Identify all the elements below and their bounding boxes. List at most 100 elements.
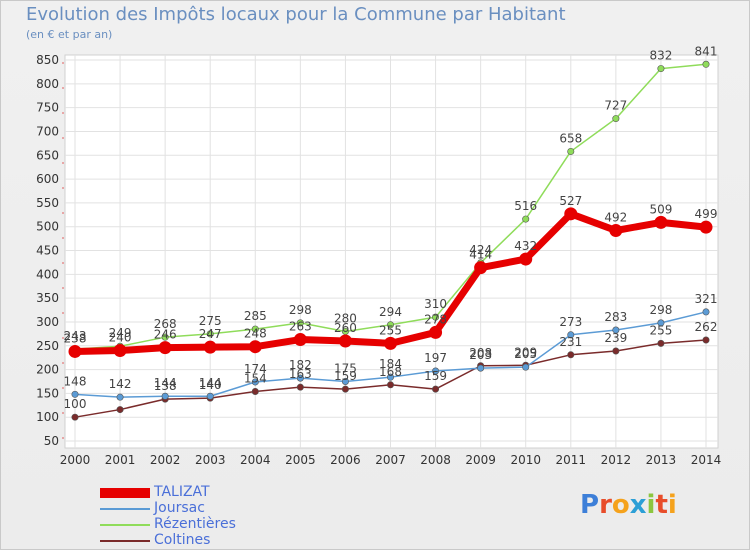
- data-label: 239: [604, 331, 627, 345]
- data-point: [522, 363, 530, 371]
- legend-swatch: [100, 524, 150, 526]
- x-tick-label: 2007: [375, 453, 406, 467]
- legend-item: Rézentières: [100, 516, 300, 532]
- data-point: [251, 325, 259, 333]
- data-point: [567, 331, 575, 339]
- x-tick-label: 2011: [556, 453, 587, 467]
- data-label: 144: [199, 376, 222, 390]
- data-label: 424: [469, 243, 492, 257]
- data-label: 159: [334, 369, 357, 383]
- data-point: [251, 387, 259, 395]
- y-tick-label: 450: [36, 244, 59, 258]
- y-tick-label: 200: [36, 363, 59, 377]
- data-label: 727: [604, 99, 627, 113]
- data-label: 298: [289, 303, 312, 317]
- data-point: [116, 393, 124, 401]
- data-point: [296, 319, 304, 327]
- data-point: [296, 383, 304, 391]
- data-label: 298: [649, 303, 672, 317]
- data-point: [251, 378, 259, 386]
- data-point: [519, 252, 533, 266]
- data-point: [203, 340, 217, 354]
- data-label: 273: [559, 315, 582, 329]
- legend-label: Joursac: [154, 500, 205, 516]
- x-tick-label: 2005: [285, 453, 316, 467]
- x-tick-label: 2014: [691, 453, 722, 467]
- data-label: 255: [649, 323, 672, 337]
- data-label: 174: [244, 362, 267, 376]
- data-point: [702, 308, 710, 316]
- logo-letter: r: [599, 490, 612, 520]
- data-point: [341, 385, 349, 393]
- data-point: [699, 220, 713, 234]
- y-tick-label: 500: [36, 220, 59, 234]
- logo-letter: i: [646, 490, 656, 520]
- y-tick-label: 400: [36, 267, 59, 281]
- data-point: [477, 364, 485, 372]
- data-label: 154: [244, 371, 267, 385]
- data-label: 414: [469, 248, 492, 262]
- data-label: 509: [649, 202, 672, 216]
- chart-title: Evolution des Impôts locaux pour la Comm…: [26, 4, 566, 25]
- y-tick-label: 550: [36, 196, 59, 210]
- y-tick-label: 100: [36, 410, 59, 424]
- data-label: 294: [379, 305, 402, 319]
- data-point: [161, 392, 169, 400]
- data-point: [567, 147, 575, 155]
- data-point: [116, 406, 124, 414]
- y-tick-label: 650: [36, 148, 59, 162]
- data-point: [702, 60, 710, 68]
- legend-item: Coltines: [100, 532, 300, 548]
- legend-label: Rézentières: [154, 516, 236, 532]
- proxiti-logo: Proxiti: [580, 490, 677, 520]
- logo-letter: P: [580, 490, 600, 520]
- data-point: [206, 330, 214, 338]
- legend-item: Joursac: [100, 500, 300, 516]
- data-label: 205: [514, 347, 537, 361]
- y-tick-label: 250: [36, 339, 59, 353]
- data-label: 203: [469, 348, 492, 362]
- data-point: [71, 413, 79, 421]
- data-label: 280: [334, 311, 357, 325]
- data-label: 263: [289, 320, 312, 334]
- y-tick-label: 300: [36, 315, 59, 329]
- data-label: 247: [199, 327, 222, 341]
- data-label: 184: [379, 357, 402, 371]
- data-label: 310: [424, 297, 447, 311]
- data-point: [341, 377, 349, 385]
- data-label: 144: [154, 376, 177, 390]
- data-point: [657, 339, 665, 347]
- data-label: 275: [199, 314, 222, 328]
- data-point: [657, 65, 665, 73]
- data-point: [158, 341, 172, 355]
- data-point: [429, 325, 443, 339]
- data-point: [567, 351, 575, 359]
- data-point: [384, 336, 397, 350]
- data-label: 209: [514, 345, 537, 359]
- data-point: [386, 373, 394, 381]
- x-tick-label: 2000: [60, 453, 91, 467]
- data-label: 499: [695, 207, 718, 221]
- data-point: [702, 336, 710, 344]
- x-tick-label: 2006: [330, 453, 361, 467]
- chart-subtitle: (en € et par an): [26, 28, 113, 41]
- data-label: 658: [559, 131, 582, 145]
- logo-letter: i: [667, 490, 677, 520]
- data-label: 262: [695, 320, 718, 334]
- data-label: 492: [604, 210, 627, 224]
- data-label: 283: [604, 310, 627, 324]
- data-label: 197: [424, 351, 447, 365]
- x-tick-label: 2008: [420, 453, 451, 467]
- x-tick-label: 2003: [195, 453, 226, 467]
- y-tick-label: 50: [44, 434, 59, 448]
- data-label: 432: [514, 239, 537, 253]
- data-label: 208: [469, 346, 492, 360]
- data-label: 285: [244, 309, 267, 323]
- legend-swatch: [100, 540, 150, 542]
- data-label: 231: [559, 335, 582, 349]
- data-label: 832: [649, 49, 672, 63]
- data-label: 159: [424, 369, 447, 383]
- data-label: 138: [154, 379, 177, 393]
- data-point: [609, 223, 623, 237]
